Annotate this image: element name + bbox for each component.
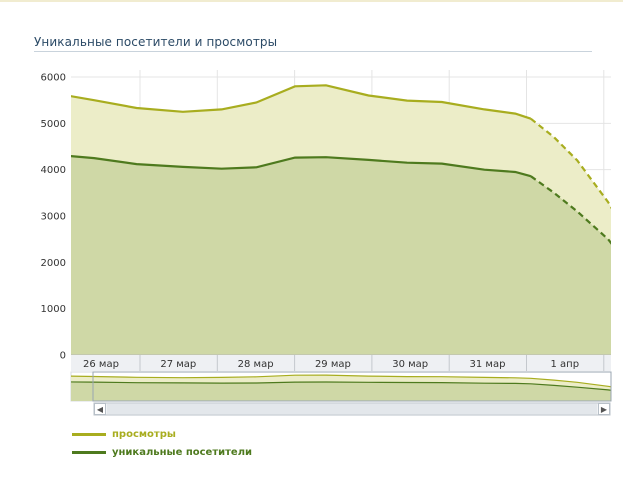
line-series-1[interactable]: [67, 155, 532, 178]
scroll-left-button[interactable]: ◀: [94, 403, 106, 415]
y-tick-label: 6000: [41, 73, 66, 84]
y-tick-label: 4000: [41, 165, 66, 176]
navigator-series: [71, 374, 611, 401]
navigator-area-1: [71, 381, 611, 401]
x-tick-label: 31 мар: [470, 359, 506, 370]
legend-item[interactable]: просмотры: [72, 429, 176, 440]
x-tick-label: 27 мар: [160, 359, 196, 370]
arrow-left-icon: ◀: [96, 405, 104, 414]
legend-label: уникальные посетители: [112, 447, 253, 458]
line-series-0[interactable]: [67, 84, 532, 120]
legend-label: просмотры: [112, 429, 176, 440]
legend-swatch: [72, 433, 106, 436]
y-tick-label: 0: [60, 351, 66, 362]
navigator-line-1: [71, 381, 611, 391]
page-title: Уникальные посетители и просмотры: [34, 35, 278, 49]
y-tick-label: 5000: [41, 119, 66, 130]
projected-line-series-0: [530, 117, 611, 210]
series-group: [67, 84, 611, 355]
x-tick-label: 28 мар: [238, 359, 274, 370]
x-tick-label: 29 мар: [315, 359, 351, 370]
legend-swatch: [72, 451, 106, 454]
top-border: [0, 0, 623, 2]
scrollbar-thumb[interactable]: [107, 404, 597, 414]
x-tick-label: 26 мар: [83, 359, 119, 370]
x-tick-label: 30 мар: [392, 359, 428, 370]
navigator-line-0: [71, 374, 611, 388]
y-tick-label: 3000: [41, 212, 66, 223]
navigator-selection[interactable]: [92, 371, 612, 402]
scroll-right-button[interactable]: ▶: [598, 403, 610, 415]
x-axis-band: [71, 355, 611, 371]
y-tick-label: 2000: [41, 258, 66, 269]
arrow-right-icon: ▶: [600, 405, 608, 414]
area-series-1: [71, 156, 611, 355]
y-tick-label: 1000: [41, 304, 66, 315]
x-tick-label: 1 апр: [551, 359, 580, 370]
legend-item[interactable]: уникальные посетители: [72, 447, 252, 458]
title-divider: [34, 51, 592, 52]
